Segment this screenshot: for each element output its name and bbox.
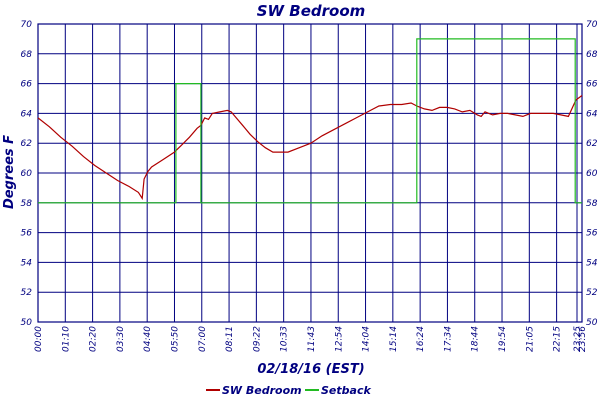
x-axis-label: 02/18/16 (EST) — [257, 362, 364, 377]
y-tick-label-left: 60 — [21, 169, 33, 179]
x-tick-label: 21:05 — [525, 326, 535, 352]
y-tick-label-right: 56 — [586, 229, 598, 239]
y-axis-left-ticks: 50 52 54 56 58 60 62 64 66 68 70 — [21, 20, 33, 328]
plot-grid — [37, 23, 583, 323]
y-tick-label-right: 64 — [586, 109, 598, 119]
x-axis-ticks: 00:00 01:10 02:20 03:30 04:40 05:50 07:00 08:11… — [34, 326, 588, 352]
y-tick-label-right: 70 — [586, 20, 598, 30]
y-tick-label-left: 58 — [21, 199, 33, 209]
y-tick-label-left: 54 — [21, 258, 33, 268]
legend: SW Bedroom Setback — [206, 384, 371, 397]
y-tick-label-left: 70 — [21, 20, 33, 30]
y-tick-label-right: 58 — [586, 199, 598, 209]
y-tick-label-right: 50 — [586, 318, 598, 328]
y-tick-label-left: 56 — [21, 229, 33, 239]
legend-label-setback: Setback — [321, 384, 371, 397]
x-tick-label: 23:56 — [578, 326, 588, 352]
y-tick-label-right: 60 — [586, 169, 598, 179]
x-tick-label: 22:15 — [553, 326, 563, 352]
y-tick-label-right: 52 — [586, 288, 598, 298]
x-tick-label: 17:34 — [443, 326, 453, 352]
x-tick-label: 01:10 — [61, 326, 71, 352]
x-tick-label: 03:30 — [116, 326, 126, 352]
y-axis-right-ticks: 50 52 54 56 58 60 62 64 66 68 70 — [586, 20, 598, 328]
series-line-setback — [38, 38, 582, 204]
x-tick-label: 11:43 — [307, 326, 317, 352]
y-tick-label-left: 68 — [21, 50, 33, 60]
x-tick-label: 08:11 — [225, 326, 235, 352]
chart-title: SW Bedroom — [257, 2, 366, 20]
x-tick-label: 16:24 — [416, 326, 426, 352]
x-tick-label: 05:50 — [170, 326, 180, 352]
plot-frame — [37, 23, 583, 323]
x-tick-label: 19:54 — [498, 326, 508, 352]
x-tick-label: 07:00 — [198, 326, 208, 352]
y-tick-label-left: 64 — [21, 109, 33, 119]
x-tick-label: 14:04 — [362, 326, 372, 352]
x-tick-label: 04:40 — [143, 326, 153, 352]
y-tick-label-right: 62 — [586, 139, 598, 149]
x-tick-label: 09:22 — [252, 326, 262, 352]
x-tick-label: 18:44 — [471, 326, 481, 352]
y-tick-label-left: 52 — [21, 288, 33, 298]
x-tick-label: 10:33 — [280, 326, 290, 352]
y-tick-label-left: 62 — [21, 139, 33, 149]
y-axis-label: Degrees F — [2, 135, 17, 209]
y-tick-label-left: 66 — [21, 80, 33, 90]
x-tick-label: 00:00 — [34, 326, 44, 352]
y-tick-label-right: 66 — [586, 80, 598, 90]
x-tick-label: 02:20 — [89, 326, 99, 352]
x-tick-label: 15:14 — [389, 326, 399, 352]
y-tick-label-left: 50 — [21, 318, 33, 328]
y-tick-label-right: 54 — [586, 258, 598, 268]
series-line-sw-bedroom — [37, 95, 583, 201]
x-tick-label: 23:25 — [573, 326, 583, 352]
x-tick-label: 12:54 — [334, 326, 344, 352]
legend-label-sw-bedroom: SW Bedroom — [222, 384, 302, 397]
series-lines — [37, 38, 583, 204]
y-tick-label-right: 68 — [586, 50, 598, 60]
